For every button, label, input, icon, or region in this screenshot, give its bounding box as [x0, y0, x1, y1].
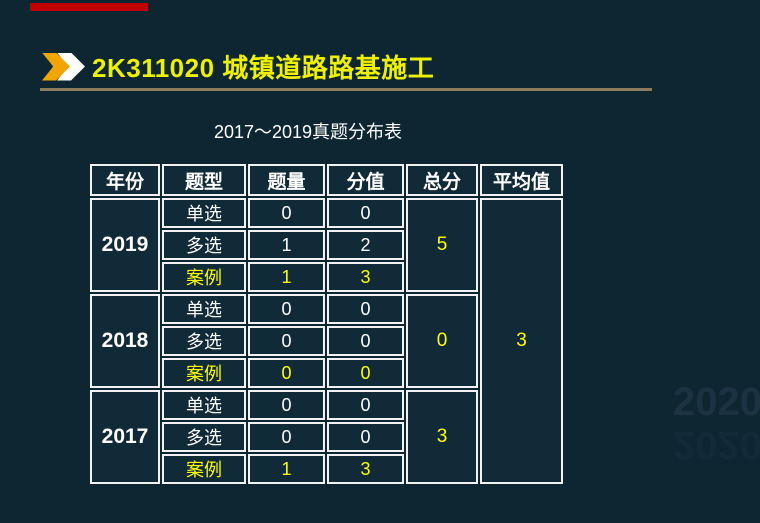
count-cell: 0	[248, 326, 325, 356]
type-cell: 案例	[162, 358, 246, 388]
col-header-1: 题型	[162, 164, 246, 196]
double-chevron-icon	[42, 52, 86, 81]
col-header-3: 分值	[327, 164, 404, 196]
total-cell: 3	[406, 390, 478, 484]
count-cell: 0	[248, 198, 325, 228]
watermark-text: 2020	[673, 380, 760, 424]
score-cell: 0	[327, 326, 404, 356]
type-cell: 案例	[162, 262, 246, 292]
score-cell: 0	[327, 422, 404, 452]
year-cell: 2019	[90, 198, 160, 292]
year-cell: 2017	[90, 390, 160, 484]
table-row: 2018 单选 0 0 0	[90, 294, 563, 388]
title-underline	[40, 88, 652, 91]
count-cell: 1	[248, 230, 325, 260]
table-row: 多选 1 2	[90, 230, 563, 260]
col-header-5: 平均值	[480, 164, 563, 196]
watermark-reflection: 2020	[673, 423, 760, 467]
table-row: 2017 单选 0 0 3	[90, 390, 563, 484]
table-row: 案例 1 3	[90, 454, 563, 484]
table-row: 2019 单选 0 0 5 3	[90, 198, 563, 484]
year-cell: 2018	[90, 294, 160, 388]
page-title: 2K311020 城镇道路路基施工	[92, 53, 435, 83]
type-cell: 多选	[162, 230, 246, 260]
col-header-0: 年份	[90, 164, 160, 196]
score-cell: 0	[327, 390, 404, 420]
score-cell: 0	[327, 358, 404, 388]
table-row: 案例 1 3	[90, 262, 563, 292]
title-row: 2K311020 城镇道路路基施工	[42, 48, 434, 85]
total-cell: 0	[406, 294, 478, 388]
col-header-2: 题量	[248, 164, 325, 196]
count-cell: 0	[248, 422, 325, 452]
count-cell: 1	[248, 262, 325, 292]
red-accent-bar	[30, 3, 148, 11]
table-row: 多选 0 0	[90, 422, 563, 452]
average-cell: 3	[480, 198, 563, 484]
watermark: 2020 2020	[673, 380, 760, 467]
count-cell: 0	[248, 390, 325, 420]
score-cell: 2	[327, 230, 404, 260]
total-cell: 5	[406, 198, 478, 292]
type-cell: 多选	[162, 422, 246, 452]
distribution-table: 年份 题型 题量 分值 总分 平均值 2019 单选 0 0 5 3 多选 1 2 案例 1 3 2018 单选 0 0…	[88, 162, 565, 486]
score-cell: 3	[327, 262, 404, 292]
type-cell: 案例	[162, 454, 246, 484]
count-cell: 0	[248, 294, 325, 324]
score-cell: 3	[327, 454, 404, 484]
table-row: 案例 0 0	[90, 358, 563, 388]
score-cell: 0	[327, 198, 404, 228]
count-cell: 0	[248, 358, 325, 388]
type-cell: 单选	[162, 390, 246, 420]
count-cell: 1	[248, 454, 325, 484]
score-cell: 0	[327, 294, 404, 324]
table-header-row: 年份 题型 题量 分值 总分 平均值	[90, 164, 563, 196]
table-caption: 2017～2019真题分布表	[213, 122, 403, 142]
type-cell: 单选	[162, 294, 246, 324]
type-cell: 单选	[162, 198, 246, 228]
type-cell: 多选	[162, 326, 246, 356]
table-row: 多选 0 0	[90, 326, 563, 356]
col-header-4: 总分	[406, 164, 478, 196]
